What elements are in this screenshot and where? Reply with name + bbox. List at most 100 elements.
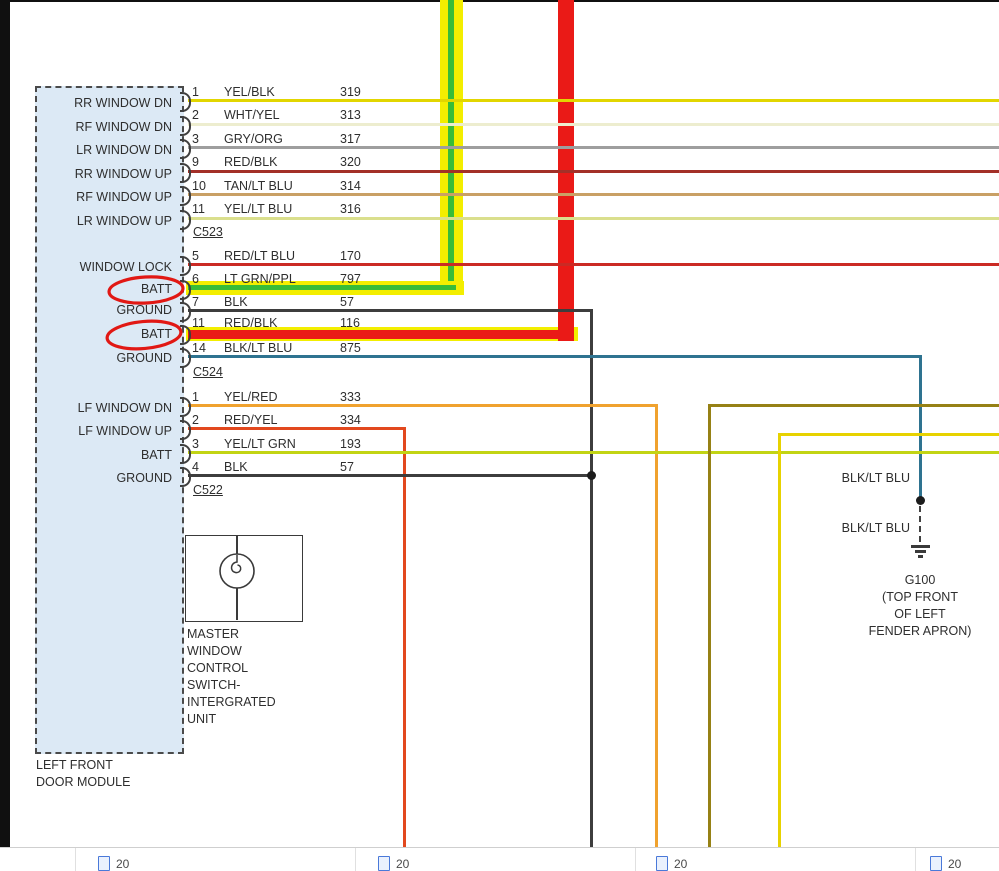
wire-tan-lt-blu-314: [188, 193, 999, 196]
wire-color-code: GRY/ORG: [224, 132, 283, 146]
ground-location-line: FENDER APRON): [868, 624, 972, 638]
pin-number: 3: [192, 132, 199, 146]
wire-color-code: RED/YEL: [224, 413, 278, 427]
module-pin-label: LR WINDOW UP: [76, 214, 172, 228]
circuit-number: 316: [340, 202, 361, 216]
pin-arc: [180, 280, 191, 300]
circuit-number: 334: [340, 413, 361, 427]
footer-separator: [75, 848, 76, 871]
pin-arc: [180, 444, 191, 464]
wire-yel-lt-blu-316: [188, 217, 999, 220]
pin-arc: [180, 163, 191, 183]
wire-color-code: BLK/LT BLU: [224, 341, 293, 355]
footer-page-label[interactable]: 20: [674, 857, 688, 871]
pin-number: 2: [192, 413, 199, 427]
pin-arc: [180, 467, 191, 487]
circuit-number: 317: [340, 132, 361, 146]
switch-unit-stem-bottom: [236, 588, 238, 620]
splice-dot-blk-lt-blu: [916, 496, 925, 505]
circuit-number: 797: [340, 272, 361, 286]
wire-blk-57-horizontal: [188, 309, 592, 312]
wire-color-code: YEL/BLK: [224, 85, 275, 99]
wire-yel-red-333-vertical: [655, 404, 658, 847]
ground-location-line: (TOP FRONT: [882, 590, 958, 604]
circuit-number: 314: [340, 179, 361, 193]
pin-arc: [180, 92, 191, 112]
pin-number: 5: [192, 249, 199, 263]
footer-strip: [0, 847, 999, 871]
pin-arc: [180, 325, 191, 345]
pin-number: 11: [192, 316, 205, 330]
switch-unit-label-line: CONTROL: [187, 661, 249, 675]
ground-dashed-lead: [919, 506, 921, 542]
wire-color-code: LT GRN/PPL: [224, 272, 296, 286]
pin-number: 10: [192, 179, 206, 193]
connector-label-c522: C522: [193, 483, 223, 497]
pin-arc: [180, 397, 191, 417]
circuit-number: 319: [340, 85, 361, 99]
circuit-number: 333: [340, 390, 361, 404]
pin-number: 1: [192, 85, 199, 99]
pin-arc: [180, 139, 191, 159]
pin-arc: [180, 256, 191, 276]
page-thumbnail-icon[interactable]: [930, 856, 942, 871]
module-pin-label: GROUND: [116, 303, 172, 317]
ground-symbol-bar1: [911, 545, 930, 548]
batt-red-circle-annotations: [105, 275, 185, 351]
pin-number: 9: [192, 155, 199, 169]
ground-symbol-bar3: [918, 555, 923, 558]
pin-number: 6: [192, 272, 199, 286]
wire-blk-57-ground-horizontal: [188, 474, 592, 477]
ground-wire-label: BLK/LT BLU: [841, 521, 910, 535]
pin-number: 1: [192, 390, 199, 404]
pin-arc: [180, 116, 191, 136]
wire-color-code: RED/LT BLU: [224, 249, 296, 263]
wire-color-code: RED/BLK: [224, 316, 278, 330]
footer-page-label[interactable]: 20: [396, 857, 410, 871]
wire-color-code: RED/BLK: [224, 155, 278, 169]
ground-location-line: OF LEFT: [894, 607, 946, 621]
page-edge-top: [10, 0, 999, 2]
pin-number: 4: [192, 460, 199, 474]
pin-arc: [180, 302, 191, 322]
module-pin-label-batt: BATT: [140, 282, 172, 296]
wire-blk-57-vertical: [590, 309, 593, 847]
ground-id-block: G100 (TOP FRONT OF LEFT FENDER APRON): [850, 572, 990, 640]
circuit-number: 875: [340, 341, 361, 355]
wire-olive-vertical: [708, 404, 711, 847]
highlight-red-horizontal-116: [188, 330, 572, 339]
module-pin-label: LF WINDOW UP: [78, 424, 172, 438]
switch-unit-label-line: INTERGRATED: [187, 695, 276, 709]
switch-unit-label-line: MASTER: [187, 627, 240, 641]
wire-olive-horizontal: [708, 404, 999, 407]
circuit-number: 320: [340, 155, 361, 169]
circuit-number: 193: [340, 437, 361, 451]
footer-separator: [635, 848, 636, 871]
module-pin-label: LR WINDOW DN: [76, 143, 172, 157]
switch-unit-label-line: UNIT: [187, 712, 217, 726]
connector-label-c524: C524: [193, 365, 223, 379]
page-thumbnail-icon[interactable]: [656, 856, 668, 871]
wire-wht-yel-313: [188, 123, 999, 126]
circuit-number: 57: [340, 460, 354, 474]
footer-page-label[interactable]: 20: [116, 857, 130, 871]
ground-wire-label: BLK/LT BLU: [841, 471, 910, 485]
wire-color-code: YEL/LT BLU: [224, 202, 293, 216]
page-thumbnail-icon[interactable]: [98, 856, 110, 871]
module-pin-label: RF WINDOW UP: [76, 190, 172, 204]
wire-red-blk-320: [188, 170, 999, 173]
wire-color-code: BLK: [224, 460, 248, 474]
ground-symbol-bar2: [915, 550, 926, 553]
switch-unit-box: [185, 535, 303, 622]
wire-color-code: BLK: [224, 295, 248, 309]
wire-yellow-vertical: [778, 433, 781, 847]
module-pin-label: GROUND: [116, 351, 172, 365]
page-thumbnail-icon[interactable]: [378, 856, 390, 871]
wire-red-lt-blu-170: [188, 263, 999, 266]
wire-blk-lt-blu-875-horizontal: [188, 355, 922, 358]
module-pin-label: RF WINDOW DN: [75, 120, 172, 134]
pin-number: 3: [192, 437, 199, 451]
wire-yel-lt-grn-193: [188, 451, 999, 454]
footer-page-label[interactable]: 20: [948, 857, 962, 871]
switch-unit-label-line: SWITCH-: [187, 678, 241, 692]
